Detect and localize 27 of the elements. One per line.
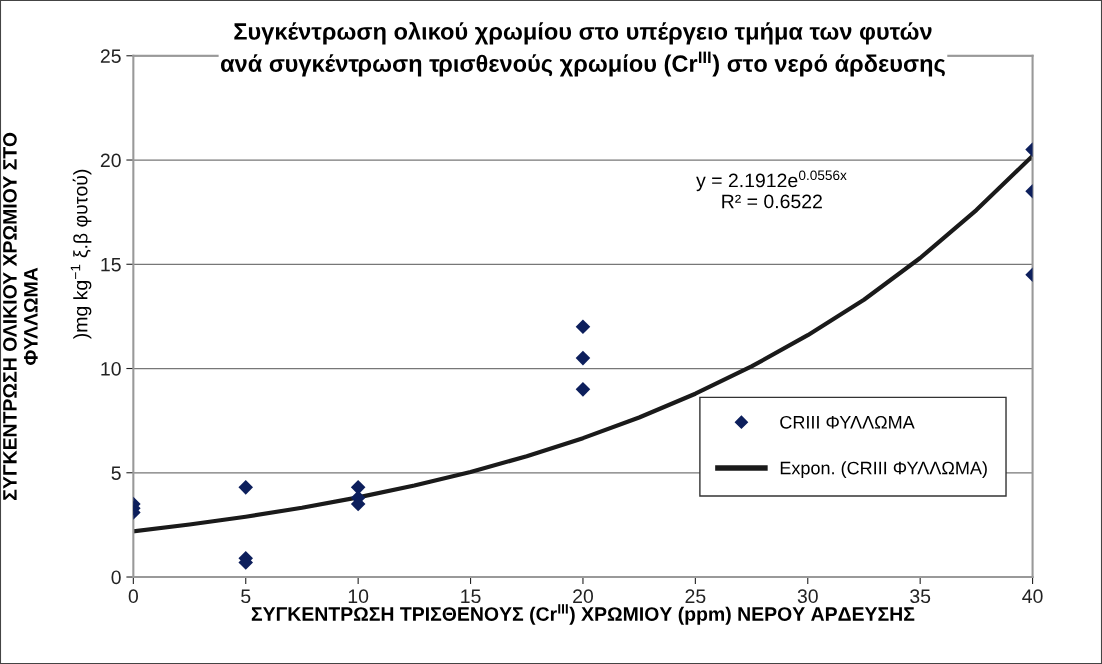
legend-label: Expon. (CRIII ΦΥΛΛΩΜΑ) xyxy=(780,461,987,478)
x-tick-label: 40 xyxy=(1022,589,1043,604)
x-tick-label: 15 xyxy=(461,589,481,604)
x-tick-label: 35 xyxy=(910,589,931,604)
y-tick-label: 0 xyxy=(111,570,121,585)
annotation: y = 2.1912e$^{0.0556x}$ R² = 0.6522 xyxy=(696,170,847,209)
point xyxy=(238,480,254,495)
x-tick-label: 0 xyxy=(128,589,138,604)
legend-label: CRIII ΦΥΛΛΩΜΑ xyxy=(780,415,915,429)
y-tick-label: 15 xyxy=(101,257,121,272)
y-tick-label: 5 xyxy=(111,466,121,480)
point xyxy=(575,319,591,335)
x-tick-label: 20 xyxy=(573,589,594,604)
x-tick-label: 30 xyxy=(797,589,818,604)
chart-title: Συγκέντρωση ολικού χρωμίου στο υπέργειο τμήμα των φυτών ανά συγκέντρωση τρισθενούς χρωμίου (Cr$^{III}$) στο νερό άρδευσης xyxy=(220,21,945,77)
x-tick-label: 10 xyxy=(348,589,369,604)
point xyxy=(575,350,591,366)
y-tick-label: 10 xyxy=(101,361,121,376)
x-tick-label: 25 xyxy=(685,589,706,604)
point xyxy=(575,382,591,397)
y-axis-title: ΣΥΓΚΕΝΤΡΩΣΗ ΟΛΙΚΙΟΥ ΧΡΩΜΙΟΥ ΣΤΟ ΦΥΛΛΩΜΑ xyxy=(3,132,38,500)
point xyxy=(350,480,366,495)
text: )mg kg$^{−1}$ ξ.β φυτού) xyxy=(70,169,92,340)
x-tick-label: 5 xyxy=(241,589,251,604)
x-axis-title: ΣΥΓΚΕΝΤΡΩΣΗ ΤΡΙΣΘΕΝΟΥΣ (Cr$^{III}$) ΧΡΩΜΙΟΥ (ppm) ΝΕΡΟΥ ΑΡΔΕΥΣΗΣ xyxy=(251,604,915,625)
y-tick-label: 25 xyxy=(100,49,121,64)
y-tick-label: 20 xyxy=(100,153,121,168)
